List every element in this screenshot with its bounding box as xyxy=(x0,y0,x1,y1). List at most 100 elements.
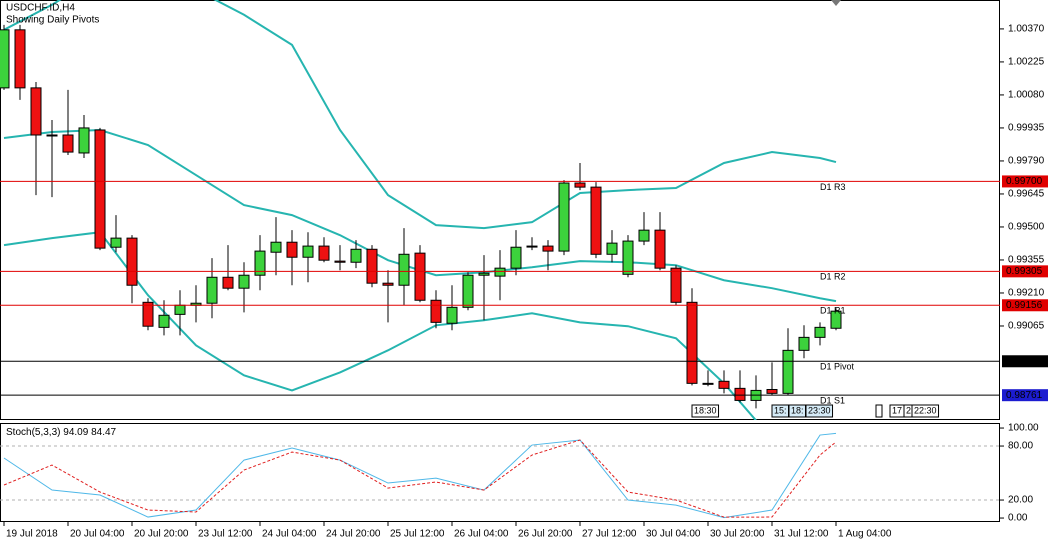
candle-body xyxy=(206,276,218,304)
main-frame xyxy=(0,0,1000,420)
y-tick-label: 0.99210 xyxy=(1008,288,1045,299)
candle-body xyxy=(766,388,778,394)
time-tag-box xyxy=(911,404,940,418)
x-tick-label: 30 Jul 20:00 xyxy=(710,529,765,540)
bollinger-band xyxy=(3,0,837,230)
candle-body xyxy=(238,274,250,289)
y-tick-label: 0.00 xyxy=(1008,513,1028,524)
candle-body xyxy=(398,253,410,286)
price-box-label: 0.98910 xyxy=(1006,356,1043,367)
x-tick-label: 30 Jul 04:00 xyxy=(646,529,701,540)
time-tag: 17 xyxy=(892,405,902,415)
price-box xyxy=(1002,175,1048,188)
time-tag-box xyxy=(805,404,834,418)
time-tag: 18: xyxy=(791,405,804,415)
candle-body xyxy=(270,241,282,253)
stoch-main-value: 94.09 xyxy=(63,427,88,438)
candle-body xyxy=(94,129,106,249)
x-tick-label: 23 Jul 12:00 xyxy=(198,529,253,540)
stoch-line xyxy=(3,439,837,518)
x-tick-label: 20 Jul 04:00 xyxy=(70,529,125,540)
y-tick-label: 0.99355 xyxy=(1008,255,1045,266)
pivot-name: D1 S1 xyxy=(820,396,845,406)
price-box-label: 0.98761 xyxy=(1006,390,1043,401)
time-tag-box xyxy=(691,404,720,418)
y-tick-label: 20.00 xyxy=(1008,495,1033,506)
candle-body xyxy=(702,382,714,385)
y-tick-label: 0.99790 xyxy=(1008,156,1045,167)
candle-body xyxy=(622,240,634,275)
y-tick-label: 1.00370 xyxy=(1008,24,1045,35)
price-box-label: 0.99700 xyxy=(1006,176,1043,187)
y-tick-label: 0.99065 xyxy=(1008,321,1045,332)
candle-body xyxy=(110,237,122,248)
y-tick-label: 80.00 xyxy=(1008,441,1033,452)
x-tick-label: 19 Jul 2018 xyxy=(6,529,58,540)
main-plot xyxy=(0,0,842,420)
x-tick-label: 1 Aug 04:00 xyxy=(838,529,892,540)
price-box xyxy=(1002,389,1048,402)
y-tick-label: 0.99500 xyxy=(1008,222,1045,233)
candle-body xyxy=(734,387,746,401)
x-tick-label: 26 Jul 20:00 xyxy=(518,529,573,540)
y-tick-label: 100.00 xyxy=(1008,423,1039,434)
stoch-name: Stoch(5,3,3) xyxy=(6,427,60,438)
tag-box xyxy=(875,404,883,418)
bollinger-band xyxy=(3,231,757,420)
candle-body xyxy=(62,134,74,153)
candle-body xyxy=(286,241,298,258)
candle-body xyxy=(718,380,730,389)
candle-body xyxy=(318,245,330,261)
candle-body xyxy=(382,282,394,286)
x-tick-label: 26 Jul 04:00 xyxy=(454,529,509,540)
pivot-name: D1 R1 xyxy=(820,306,846,316)
y-tick-label: 0.99935 xyxy=(1008,123,1045,134)
candle-body xyxy=(478,272,490,276)
x-tick-label: 27 Jul 12:00 xyxy=(582,529,637,540)
x-tick-label: 20 Jul 20:00 xyxy=(134,529,189,540)
shift-marker xyxy=(831,0,841,6)
candle-body xyxy=(0,29,10,89)
y-tick-label: 0.99645 xyxy=(1008,189,1045,200)
candle-body xyxy=(350,248,362,263)
time-tag: 22:30 xyxy=(914,405,937,415)
candle-body xyxy=(126,237,138,286)
candle-body xyxy=(830,310,842,329)
x-tick-label: 24 Jul 04:00 xyxy=(262,529,317,540)
candle-body xyxy=(798,336,810,351)
stoch-plot xyxy=(3,432,837,519)
price-box-label: 0.99156 xyxy=(1006,300,1043,311)
pivot-name: D1 R3 xyxy=(820,182,846,192)
candle-body xyxy=(574,182,586,188)
price-box xyxy=(1002,355,1048,368)
candle-body xyxy=(510,246,522,269)
chart-subtitle: Showing Daily Pivots xyxy=(6,15,99,26)
candle-body xyxy=(334,260,346,263)
candle-body xyxy=(158,314,170,328)
candle-body xyxy=(414,252,426,301)
price-box xyxy=(1002,265,1048,278)
candle-body xyxy=(430,299,442,323)
x-tick-label: 25 Jul 12:00 xyxy=(390,529,445,540)
candle-body xyxy=(782,349,794,394)
candle-body xyxy=(606,242,618,255)
y-tick-label: 1.00080 xyxy=(1008,90,1045,101)
x-tick-label: 31 Jul 12:00 xyxy=(774,529,829,540)
candle-body xyxy=(14,29,26,89)
candle-body xyxy=(254,250,266,276)
candle-body xyxy=(542,245,554,252)
candle-body xyxy=(558,182,570,252)
candle-body xyxy=(30,87,42,136)
time-tag: 23:30 xyxy=(808,405,831,415)
candle-body xyxy=(638,229,650,242)
y-tick-label: 1.00225 xyxy=(1008,57,1045,68)
candle-body xyxy=(494,267,506,277)
chart-title: USDCHF.ID,H4 xyxy=(6,3,75,14)
candle-body xyxy=(526,245,538,248)
candle-body xyxy=(222,276,234,289)
candle-body xyxy=(686,301,698,384)
x-tick-label: 24 Jul 20:00 xyxy=(326,529,381,540)
time-tag: 15: xyxy=(774,405,787,415)
